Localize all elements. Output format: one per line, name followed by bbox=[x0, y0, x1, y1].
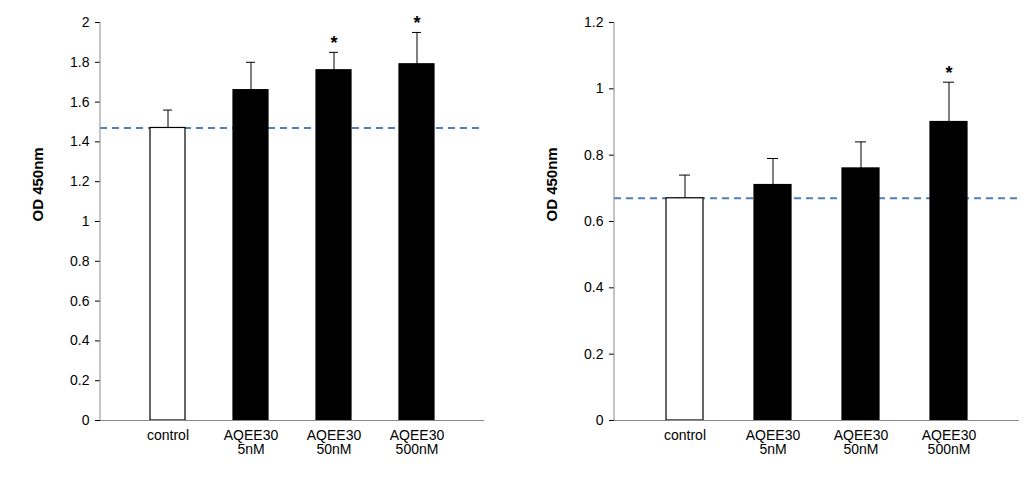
svg-text:OD 450nm: OD 450nm bbox=[543, 147, 560, 221]
svg-text:1.8: 1.8 bbox=[70, 54, 90, 70]
svg-text:AQEE3050nM: AQEE3050nM bbox=[834, 427, 889, 457]
svg-text:0.6: 0.6 bbox=[70, 293, 90, 309]
svg-text:1.2: 1.2 bbox=[70, 173, 90, 189]
svg-text:0.6: 0.6 bbox=[584, 213, 604, 229]
svg-text:1.4: 1.4 bbox=[70, 133, 90, 149]
svg-text:0: 0 bbox=[596, 412, 604, 428]
svg-text:*: * bbox=[945, 63, 952, 83]
svg-text:0.4: 0.4 bbox=[584, 279, 604, 295]
svg-text:OD 450nm: OD 450nm bbox=[29, 147, 46, 221]
svg-text:0.8: 0.8 bbox=[70, 253, 90, 269]
svg-text:AQEE30500nM: AQEE30500nM bbox=[922, 427, 977, 457]
svg-text:1: 1 bbox=[82, 213, 90, 229]
svg-text:AQEE305nM: AQEE305nM bbox=[746, 427, 801, 457]
svg-text:*: * bbox=[413, 13, 420, 33]
svg-text:control: control bbox=[147, 427, 189, 443]
svg-text:0.2: 0.2 bbox=[70, 372, 90, 388]
svg-text:0.4: 0.4 bbox=[70, 332, 90, 348]
svg-text:AQEE3050nM: AQEE3050nM bbox=[307, 427, 362, 457]
svg-text:1: 1 bbox=[596, 80, 604, 96]
svg-text:control: control bbox=[664, 427, 706, 443]
svg-text:2: 2 bbox=[82, 14, 90, 30]
svg-text:1.2: 1.2 bbox=[584, 14, 604, 30]
svg-text:1.6: 1.6 bbox=[70, 94, 90, 110]
svg-text:AQEE305nM: AQEE305nM bbox=[224, 427, 279, 457]
svg-text:0: 0 bbox=[82, 412, 90, 428]
svg-text:*: * bbox=[330, 33, 337, 53]
svg-text:0.8: 0.8 bbox=[584, 147, 604, 163]
svg-text:0.2: 0.2 bbox=[584, 346, 604, 362]
svg-text:AQEE30500nM: AQEE30500nM bbox=[390, 427, 445, 457]
